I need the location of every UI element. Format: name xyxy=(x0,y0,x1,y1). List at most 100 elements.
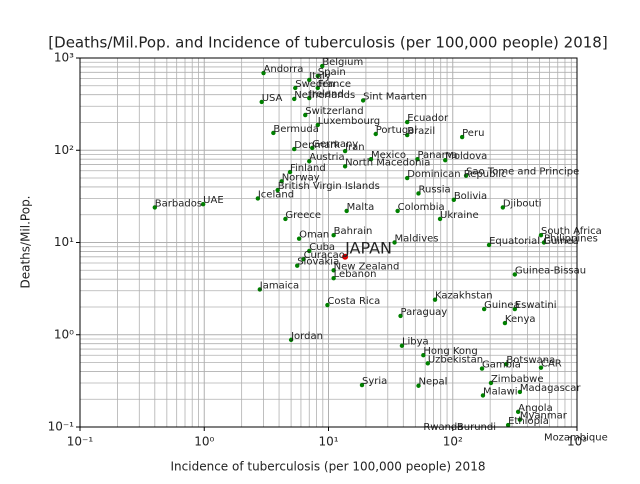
point xyxy=(415,156,420,162)
point xyxy=(512,306,518,312)
point xyxy=(293,85,298,91)
point-label: Ukraine xyxy=(440,210,479,221)
point-label: Germany xyxy=(312,139,358,150)
point xyxy=(275,187,280,193)
point xyxy=(271,130,276,136)
point-label: Moldova xyxy=(445,151,487,162)
point-label: South Africa xyxy=(541,226,602,237)
point-label: Malta xyxy=(347,202,375,213)
point-label: Slovakia xyxy=(297,257,339,268)
point xyxy=(295,263,300,268)
point xyxy=(320,63,325,69)
x-tick-label: 10¹ xyxy=(318,435,338,449)
point xyxy=(459,134,465,140)
x-tick-label: 10³ xyxy=(567,435,587,449)
point xyxy=(437,216,443,222)
point xyxy=(301,256,306,262)
point xyxy=(512,272,518,277)
y-axis-label: Deaths/Mil.Pop. xyxy=(19,196,33,289)
point-label: Bahrain xyxy=(334,226,373,237)
point xyxy=(517,389,523,395)
point-label: Rwanda xyxy=(423,422,463,433)
point-label: Colombia xyxy=(398,202,445,213)
point-label: Botswana xyxy=(506,355,555,366)
point xyxy=(331,268,336,273)
point-label: Dominican Republic xyxy=(407,169,506,180)
point xyxy=(200,202,206,207)
point-label: Luxembourg xyxy=(318,116,380,127)
point-label: Bermuda xyxy=(273,124,319,135)
point-label: Guinea xyxy=(484,300,519,311)
point-label: Jordan xyxy=(290,331,323,342)
point-label: Oman xyxy=(299,230,329,241)
point xyxy=(315,122,320,128)
point-label: Iceland xyxy=(258,189,294,200)
point xyxy=(255,196,261,201)
point-label: Angola xyxy=(518,403,553,414)
point xyxy=(259,99,264,105)
point-label: Myanmar xyxy=(520,411,568,422)
point xyxy=(405,119,410,125)
point-label: Guinea-Bissau xyxy=(515,265,586,276)
point xyxy=(257,287,263,292)
point-label: Ethiopia xyxy=(508,416,549,427)
point xyxy=(315,85,320,91)
point xyxy=(373,131,378,137)
point-label: Panama xyxy=(417,150,457,161)
point xyxy=(342,148,348,154)
point-label: Sweden xyxy=(295,79,335,90)
point-label: Eswatini xyxy=(515,300,557,311)
point xyxy=(296,236,302,241)
point xyxy=(279,179,284,184)
point xyxy=(307,77,312,83)
point-label: CAR xyxy=(541,359,562,370)
point-label: Kenya xyxy=(505,314,536,325)
point xyxy=(398,313,403,319)
point xyxy=(307,248,312,254)
point-label: Costa Rica xyxy=(327,296,380,307)
point xyxy=(416,191,421,196)
point xyxy=(395,208,400,214)
point-label: Sint Maarten xyxy=(363,91,427,102)
point-label: Jamaica xyxy=(259,280,299,291)
point-label: Equatorial Guinea xyxy=(489,236,579,247)
point xyxy=(443,158,448,163)
point-label: Portugal xyxy=(376,125,417,136)
point xyxy=(303,112,308,118)
point-label: Russia xyxy=(418,184,450,195)
point xyxy=(500,205,506,210)
point xyxy=(331,232,336,238)
point xyxy=(399,343,405,348)
point xyxy=(432,297,438,302)
point-label: Norway xyxy=(282,172,320,183)
highlight-label: JAPAN xyxy=(344,238,392,257)
point-label: Burundi xyxy=(457,422,496,433)
point-label: Brazil xyxy=(407,126,435,137)
point-label: British Virgin Islands xyxy=(278,181,380,192)
point-label: Malawi xyxy=(483,386,518,397)
point-label: Andorra xyxy=(264,64,304,75)
point-label: Curacao xyxy=(304,250,345,261)
point xyxy=(538,365,544,370)
point-label: Ecuador xyxy=(407,113,449,124)
point-label: Philippines xyxy=(544,234,598,245)
point-label: Belgium xyxy=(322,57,363,68)
point xyxy=(488,380,494,386)
point xyxy=(515,409,521,415)
axes-frame xyxy=(79,57,578,428)
point-label: Nepal xyxy=(418,377,447,388)
point-label: UAE xyxy=(203,195,223,206)
point-label: Hong Kong xyxy=(423,346,477,357)
point-label: Iran xyxy=(345,142,365,153)
point xyxy=(342,164,348,169)
point xyxy=(479,366,485,371)
point-label: Mexico xyxy=(371,150,406,161)
point-label: Ireland xyxy=(309,89,344,100)
x-tick-label: 10² xyxy=(443,435,463,449)
point xyxy=(307,95,312,101)
point xyxy=(360,98,366,103)
point-label: Switzerland xyxy=(305,106,363,117)
point xyxy=(405,175,410,181)
